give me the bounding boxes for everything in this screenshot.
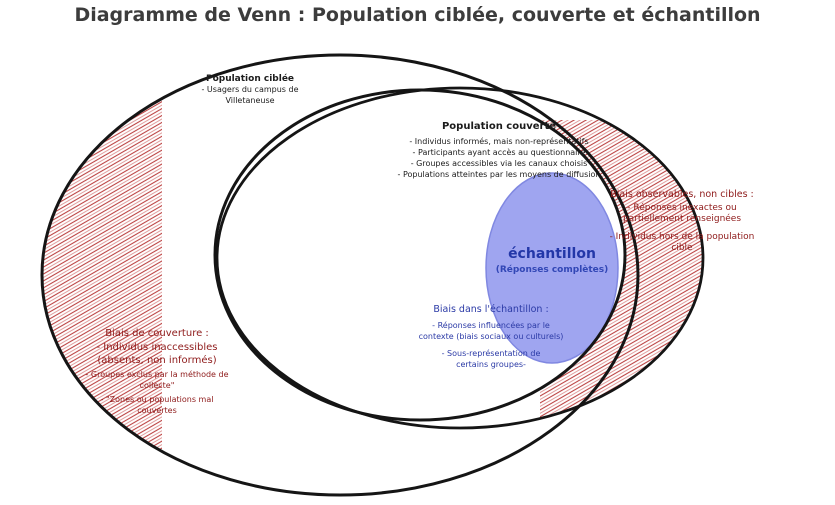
observable-bias-heading: Biais observables, non cibles : (610, 189, 754, 200)
sample-bias-line: - Sous-représentation de (441, 349, 541, 358)
coverage-bias-line: collecte" (139, 381, 175, 390)
covered-population-heading: Population couverte (441, 121, 557, 132)
observable-bias-line: partiellement renseignées (622, 214, 742, 224)
sample-sublabel: (Réponses complètes) (495, 265, 609, 275)
sample-label: échantillon (508, 246, 596, 262)
covered-population-line: - Populations atteintes par les moyens d… (397, 170, 601, 179)
coverage-bias-line: - Individus inaccessibles (96, 342, 218, 353)
covered-population-line: - Individus informés, mais non-représent… (409, 137, 589, 146)
covered-population-line: - Participants ayant accès au questionna… (412, 148, 586, 157)
coverage-bias-line: - Groupes exclus par la méthode de (85, 370, 229, 379)
target-population-line: Villetaneuse (225, 96, 275, 105)
target-population-label: Population ciblée - Usagers du campus de… (190, 74, 310, 106)
observable-bias-line: cible (671, 243, 693, 253)
coverage-bias-hatch-zone (42, 55, 162, 495)
target-population-line: - Usagers du campus de (201, 85, 299, 94)
coverage-bias-heading: Biais de couverture : (105, 328, 209, 339)
covered-population-line: - Groupes accessibles via les canaux cho… (410, 159, 588, 168)
covered-population-label: Population couverte - Individus informés… (394, 121, 604, 180)
coverage-bias-line: couvertes (137, 406, 177, 415)
target-population-heading: Population ciblée (205, 74, 295, 84)
sample-bias-heading: Biais dans l'échantillon : (433, 304, 549, 315)
sample-bias-label: Biais dans l'échantillon : - Réponses in… (398, 304, 584, 370)
outer-right-ellipse (215, 86, 705, 430)
sample-bias-line: contexte (biais sociaux ou culturels) (418, 332, 564, 341)
sample-ellipse (485, 172, 619, 364)
target-population-ellipse (40, 53, 640, 497)
diagram-title: Diagramme de Venn : Population ciblée, c… (74, 4, 761, 26)
coverage-bias-line: (absents, non informés) (97, 355, 217, 366)
coverage-bias-label: Biais de couverture : - Individus inacce… (66, 328, 248, 416)
coverage-bias-line: - "Zones ou populations mal (100, 395, 214, 404)
observable-bias-line: - Individus hors de la population (609, 232, 755, 242)
observable-bias-line: - Réponses inexactes ou (627, 203, 737, 213)
observable-bias-label: Biais observables, non cibles : - Répons… (596, 189, 768, 254)
sample-bias-line: certains groupes- (456, 360, 526, 369)
sample-bias-line: - Réponses influencées par le (432, 321, 550, 330)
